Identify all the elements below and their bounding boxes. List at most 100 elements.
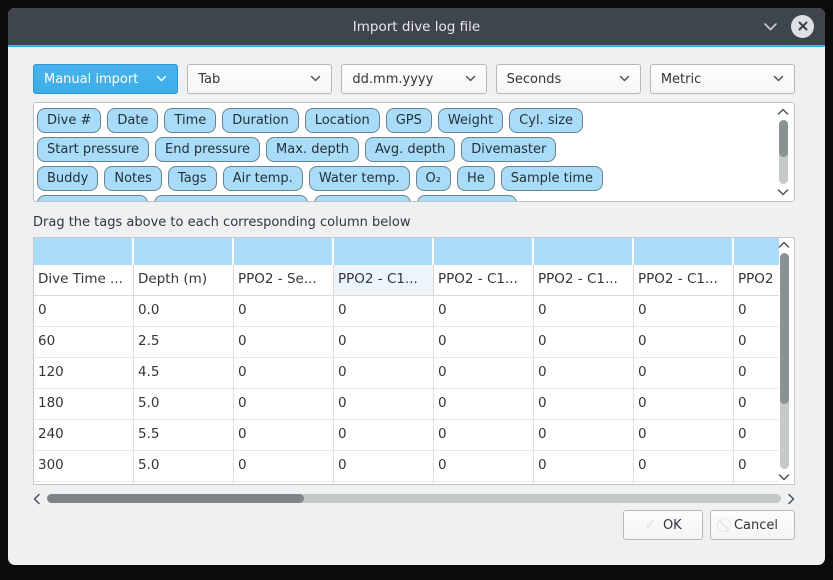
shade-button[interactable]: [763, 17, 778, 36]
table-cell: 0: [734, 327, 779, 357]
column-header: Depth (m): [134, 265, 234, 295]
import-dialog-window: Import dive log file Manual import Tab: [8, 8, 825, 565]
tag-sample-temperature[interactable]: Sample temperature: [153, 195, 309, 201]
table-cell: 0: [234, 296, 334, 326]
tag-tags[interactable]: Tags: [167, 166, 217, 191]
duration-format-value: Seconds: [506, 71, 562, 87]
tag-dive[interactable]: Dive #: [37, 108, 102, 133]
tag-divemaster[interactable]: Divemaster: [461, 137, 557, 162]
table-cell: 0: [334, 296, 434, 326]
chevron-down-icon: [773, 72, 784, 87]
tag-sample-time[interactable]: Sample time: [500, 166, 604, 191]
chevron-down-icon: [310, 72, 321, 87]
drop-target-col-6[interactable]: [634, 238, 732, 265]
table-row: 120 4.5 0 0 0 0 0 0: [34, 358, 779, 389]
tag-buddy[interactable]: Buddy: [37, 166, 99, 191]
table-vertical-scrollbar[interactable]: [775, 240, 793, 482]
table-cell: 0: [634, 389, 734, 419]
scroll-track[interactable]: [47, 494, 781, 503]
scroll-up-icon[interactable]: [777, 107, 789, 117]
column-header: PPO2: [734, 265, 779, 295]
table-cell: 0: [634, 358, 734, 388]
drop-target-col-1[interactable]: [134, 238, 232, 265]
ok-button[interactable]: ✓ OK: [622, 510, 703, 540]
drop-target-col-7[interactable]: [734, 238, 779, 265]
tag-sample-po[interactable]: Sample pO₂: [314, 195, 411, 201]
table-cell: 0: [434, 327, 534, 357]
table-row: 180 5.0 0 0 0 0 0 0: [34, 389, 779, 420]
tag-rows: Dive # Date Time Duration Location GPS Weight C…: [34, 103, 794, 201]
tag-avg-depth[interactable]: Avg. depth: [365, 137, 456, 162]
tag-air-temp[interactable]: Air temp.: [222, 166, 303, 191]
table-cell: 0: [534, 451, 634, 481]
table-row: 300 5.0 0 0 0 0 0 0: [34, 451, 779, 482]
units-select[interactable]: Metric: [649, 64, 796, 94]
scroll-down-icon[interactable]: [778, 472, 790, 482]
table-cell: 0: [434, 451, 534, 481]
tag-max-depth[interactable]: Max. depth: [266, 137, 360, 162]
tag-o[interactable]: O₂: [415, 166, 451, 191]
scroll-left-icon[interactable]: [33, 493, 41, 504]
tag-date[interactable]: Date: [107, 108, 159, 133]
tag-end-pressure[interactable]: End pressure: [155, 137, 261, 162]
table-cell: 0: [434, 389, 534, 419]
tag-location[interactable]: Location: [304, 108, 380, 133]
table-cell: 5.0: [134, 451, 234, 481]
tag-row: Buddy Notes Tags Air temp. Water temp. O₂ He Sa…: [37, 166, 768, 191]
cancel-button[interactable]: ⃠ Cancel: [709, 510, 795, 540]
table-cell: 0: [534, 358, 634, 388]
date-format-value: dd.mm.yyyy: [352, 71, 434, 87]
scroll-thumb[interactable]: [778, 120, 788, 158]
table-cell: 0: [334, 327, 434, 357]
tag-time[interactable]: Time: [164, 108, 217, 133]
field-separator-select[interactable]: Tab: [187, 64, 333, 94]
table-cell: 0: [234, 358, 334, 388]
scroll-track[interactable]: [779, 253, 789, 469]
import-options-row: Manual import Tab dd.mm.yyyy Seconds Met…: [33, 64, 796, 94]
scroll-thumb[interactable]: [779, 253, 789, 405]
table-cell: 0: [534, 420, 634, 450]
drop-target-col-5[interactable]: [534, 238, 632, 265]
import-mode-value: Manual import: [44, 71, 139, 87]
tag-row: Start pressure End pressure Max. depth Avg.…: [37, 137, 768, 162]
chevron-down-icon: [156, 72, 167, 87]
tag-notes[interactable]: Notes: [104, 166, 162, 191]
table-cell: 0: [234, 420, 334, 450]
table-cell: 0: [734, 389, 779, 419]
table-cell: 0: [634, 451, 734, 481]
chevron-down-icon: [619, 72, 630, 87]
tag-list-scrollbar[interactable]: [774, 107, 792, 197]
titlebar[interactable]: Import dive log file: [8, 8, 825, 47]
duration-format-select[interactable]: Seconds: [495, 64, 641, 94]
drop-target-col-3[interactable]: [334, 238, 432, 265]
table-grid: Dive Time ... Depth (m) PPO2 - Se... PPO2 -…: [34, 238, 779, 484]
tag-he[interactable]: He: [456, 166, 495, 191]
scroll-down-icon[interactable]: [777, 187, 789, 197]
drop-target-col-2[interactable]: [234, 238, 332, 265]
tag-gps[interactable]: GPS: [385, 108, 432, 133]
tag-sample-cns[interactable]: Sample CNS: [416, 195, 517, 201]
tag-duration[interactable]: Duration: [222, 108, 299, 133]
table-cell: 180: [34, 389, 134, 419]
scroll-up-icon[interactable]: [778, 240, 790, 250]
date-format-select[interactable]: dd.mm.yyyy: [341, 64, 487, 94]
table-cell: 0: [434, 420, 534, 450]
table-cell: 0: [534, 327, 634, 357]
tag-cyl-size[interactable]: Cyl. size: [509, 108, 584, 133]
tag-weight[interactable]: Weight: [437, 108, 504, 133]
table-cell: 0: [734, 420, 779, 450]
scroll-track[interactable]: [778, 120, 788, 184]
table-horizontal-scrollbar[interactable]: [33, 492, 795, 505]
drop-target-col-4[interactable]: [434, 238, 532, 265]
column-header: PPO2 - C1...: [434, 265, 534, 295]
tag-start-pressure[interactable]: Start pressure: [37, 137, 150, 162]
table-cell: 2.5: [134, 327, 234, 357]
drop-target-col-0[interactable]: [34, 238, 132, 265]
check-icon: ✓: [644, 517, 656, 533]
tag-water-temp[interactable]: Water temp.: [308, 166, 410, 191]
scroll-right-icon[interactable]: [787, 493, 795, 504]
import-mode-select[interactable]: Manual import: [33, 64, 179, 94]
close-button[interactable]: [791, 15, 814, 38]
tag-sample-depth[interactable]: Sample depth: [37, 195, 148, 201]
scroll-thumb[interactable]: [47, 494, 304, 503]
